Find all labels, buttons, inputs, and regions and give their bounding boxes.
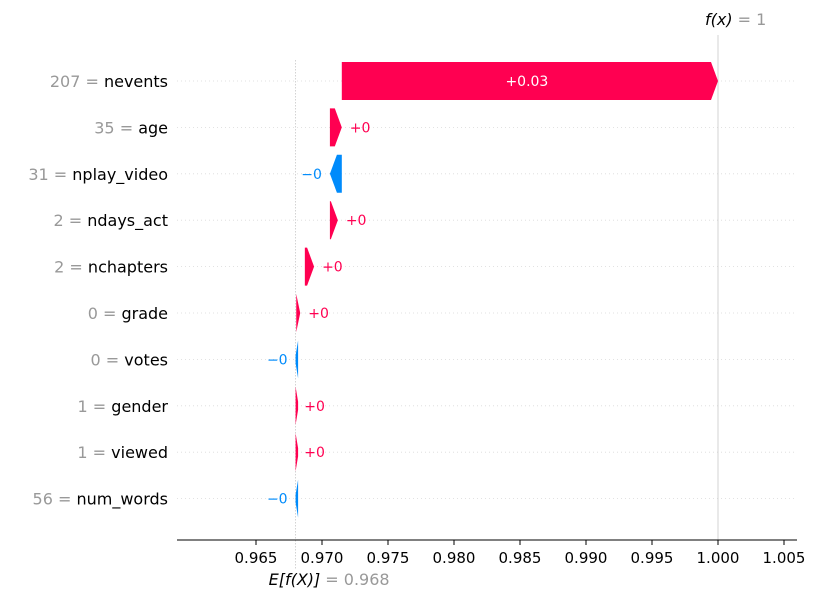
positive-bar xyxy=(295,433,299,472)
output-value-annotation: f(x) = 1 xyxy=(705,10,766,29)
base-value-annotation: E[f(X)] = 0.968 xyxy=(269,570,390,589)
reference-lines xyxy=(295,35,719,570)
feature-name: gender xyxy=(111,397,168,416)
positive-bar xyxy=(304,247,315,286)
x-tick-label: 1.000 xyxy=(697,549,740,567)
output-label: f(x) xyxy=(705,10,733,29)
positive-bar xyxy=(296,294,301,332)
feature-value: 1 = xyxy=(78,397,112,416)
feature-value: 2 = xyxy=(54,258,88,277)
feature-value: 35 = xyxy=(94,118,138,137)
positive-bar xyxy=(329,201,338,240)
feature-value: 56 = xyxy=(33,490,77,509)
feature-value: 31 = xyxy=(28,165,72,184)
feature-name: grade xyxy=(121,304,168,323)
feature-label: 207 = nevents xyxy=(50,72,168,91)
feature-label: 1 = gender xyxy=(78,397,169,416)
contribution-bars: +0.03 +0 −0 +0 +0 +0 −0 +0 +0 −0 xyxy=(267,62,718,518)
feature-label: 0 = grade xyxy=(88,304,168,323)
row-gridlines xyxy=(177,80,797,500)
bar-value-label: −0 xyxy=(267,492,288,508)
feature-name: num_words xyxy=(76,490,168,510)
feature-label: 56 = num_words xyxy=(33,490,168,510)
feature-label: 0 = votes xyxy=(91,350,168,369)
positive-bar xyxy=(341,62,718,100)
feature-value: 207 = xyxy=(50,72,104,91)
x-tick-label: 0.975 xyxy=(367,549,410,567)
bar-value-label: +0 xyxy=(308,306,329,322)
feature-name: age xyxy=(138,118,168,137)
x-tick-label: 0.980 xyxy=(433,549,476,567)
feature-value: 0 = xyxy=(91,350,125,369)
feature-name: viewed xyxy=(111,443,168,462)
positive-bar xyxy=(329,108,342,147)
feature-name: nplay_video xyxy=(72,165,168,185)
feature-name: nevents xyxy=(104,72,168,91)
feature-label: 31 = nplay_video xyxy=(28,165,168,185)
base-label: E[f(X)] xyxy=(269,570,321,589)
feature-label: 2 = nchapters xyxy=(54,258,168,277)
x-tick-label: 0.970 xyxy=(301,549,344,567)
x-axis: 0.965 0.970 0.975 0.980 0.985 0.990 0.995 1.000… xyxy=(177,539,806,567)
bar-value-label: +0 xyxy=(346,213,367,229)
bar-value-label: +0 xyxy=(322,260,343,276)
base-value: = 0.968 xyxy=(325,570,389,589)
feature-label: 1 = viewed xyxy=(77,443,168,462)
bar-value-label: +0.03 xyxy=(505,74,548,90)
x-tick-label: 0.990 xyxy=(565,549,608,567)
feature-labels: 207 = nevents 35 = age 31 = nplay_video 2 =… xyxy=(28,72,168,510)
feature-value: 2 = xyxy=(53,211,87,230)
feature-value: 1 = xyxy=(77,443,111,462)
negative-bar xyxy=(329,154,342,193)
x-tick-label: 0.995 xyxy=(631,549,674,567)
feature-label: 2 = ndays_act xyxy=(53,211,168,231)
bar-value-label: +0 xyxy=(304,399,325,415)
feature-name: ndays_act xyxy=(87,211,168,231)
negative-bar xyxy=(295,340,299,379)
feature-value: 0 = xyxy=(88,304,122,323)
bar-value-label: +0 xyxy=(350,120,371,136)
output-value: = 1 xyxy=(738,10,767,29)
bar-value-label: +0 xyxy=(304,445,325,461)
x-tick-label: 0.985 xyxy=(499,549,542,567)
feature-name: nchapters xyxy=(88,258,168,277)
value-annotations: f(x) = 1 E[f(X)] = 0.968 xyxy=(269,10,767,589)
feature-name: votes xyxy=(124,350,168,369)
feature-label: 35 = age xyxy=(94,118,168,137)
x-tick-label: 1.005 xyxy=(763,549,806,567)
negative-bar xyxy=(295,479,299,518)
bar-value-label: −0 xyxy=(301,167,322,183)
positive-bar xyxy=(295,386,299,425)
x-tick-label: 0.965 xyxy=(235,549,278,567)
bar-value-label: −0 xyxy=(267,352,288,368)
